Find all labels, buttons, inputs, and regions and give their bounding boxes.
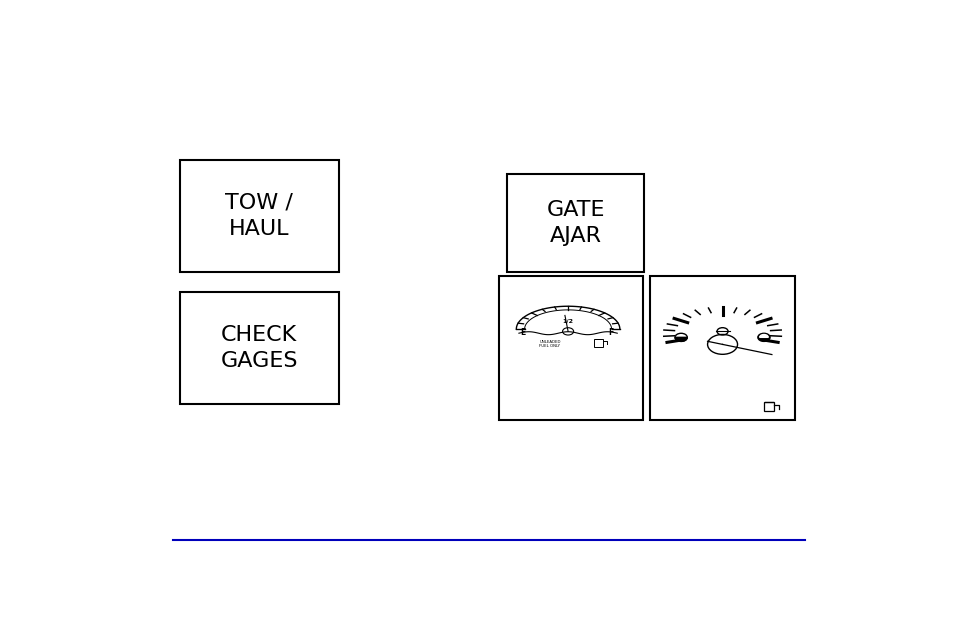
Wedge shape	[675, 337, 686, 342]
Text: F: F	[607, 328, 613, 337]
Bar	[593, 339, 602, 347]
Text: E: E	[519, 328, 524, 337]
Text: 1/2: 1/2	[562, 319, 573, 324]
Bar	[180, 292, 338, 404]
Text: TOW /
HAUL: TOW / HAUL	[225, 193, 293, 239]
Bar	[763, 402, 773, 411]
Circle shape	[757, 333, 769, 342]
Bar	[649, 275, 794, 420]
Bar	[498, 275, 642, 420]
Wedge shape	[759, 335, 767, 337]
Bar	[507, 174, 643, 272]
Bar	[180, 160, 338, 272]
Text: UNLEADED
FUEL ONLY: UNLEADED FUEL ONLY	[538, 340, 560, 349]
Text: GATE
AJAR: GATE AJAR	[546, 200, 604, 246]
Text: CHECK
GAGES: CHECK GAGES	[220, 325, 297, 371]
